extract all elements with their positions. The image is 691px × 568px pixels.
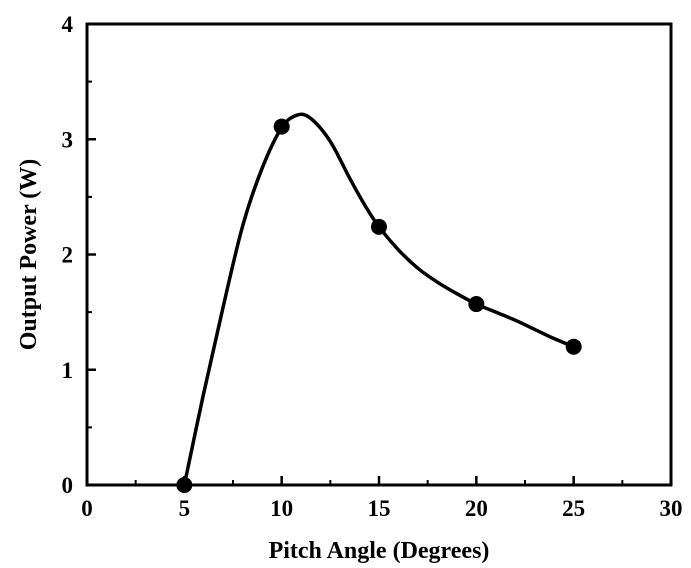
- y-tick-label: 2: [62, 243, 74, 268]
- series-line-group: [182, 112, 576, 487]
- y-axis-title: Output Power (W): [16, 159, 42, 351]
- y-tick-label: 3: [62, 127, 74, 152]
- x-tick-label: 0: [81, 496, 93, 521]
- x-tick-label: 15: [368, 496, 391, 521]
- x-tick-label: 25: [562, 496, 585, 521]
- x-axis-title: Pitch Angle (Degrees): [269, 538, 490, 563]
- data-points: [176, 118, 582, 493]
- data-point: [468, 296, 485, 313]
- y-tick-label: 0: [62, 473, 74, 498]
- x-tick-label: 20: [465, 496, 488, 521]
- data-point: [273, 118, 290, 135]
- x-tick-label: 10: [270, 496, 293, 521]
- plot-frame: [85, 22, 673, 487]
- x-tick-label: 5: [179, 496, 191, 521]
- y-tick-label: 1: [62, 358, 74, 383]
- tick-labels: 0 5 10 15 20 25 30 0 1 2 3 4: [62, 12, 683, 521]
- axis-ticks: [85, 22, 673, 487]
- series-line: [182, 112, 576, 487]
- x-tick-label: 30: [660, 496, 683, 521]
- y-tick-label: 4: [62, 12, 74, 37]
- data-point: [371, 218, 387, 235]
- data-point: [565, 338, 582, 355]
